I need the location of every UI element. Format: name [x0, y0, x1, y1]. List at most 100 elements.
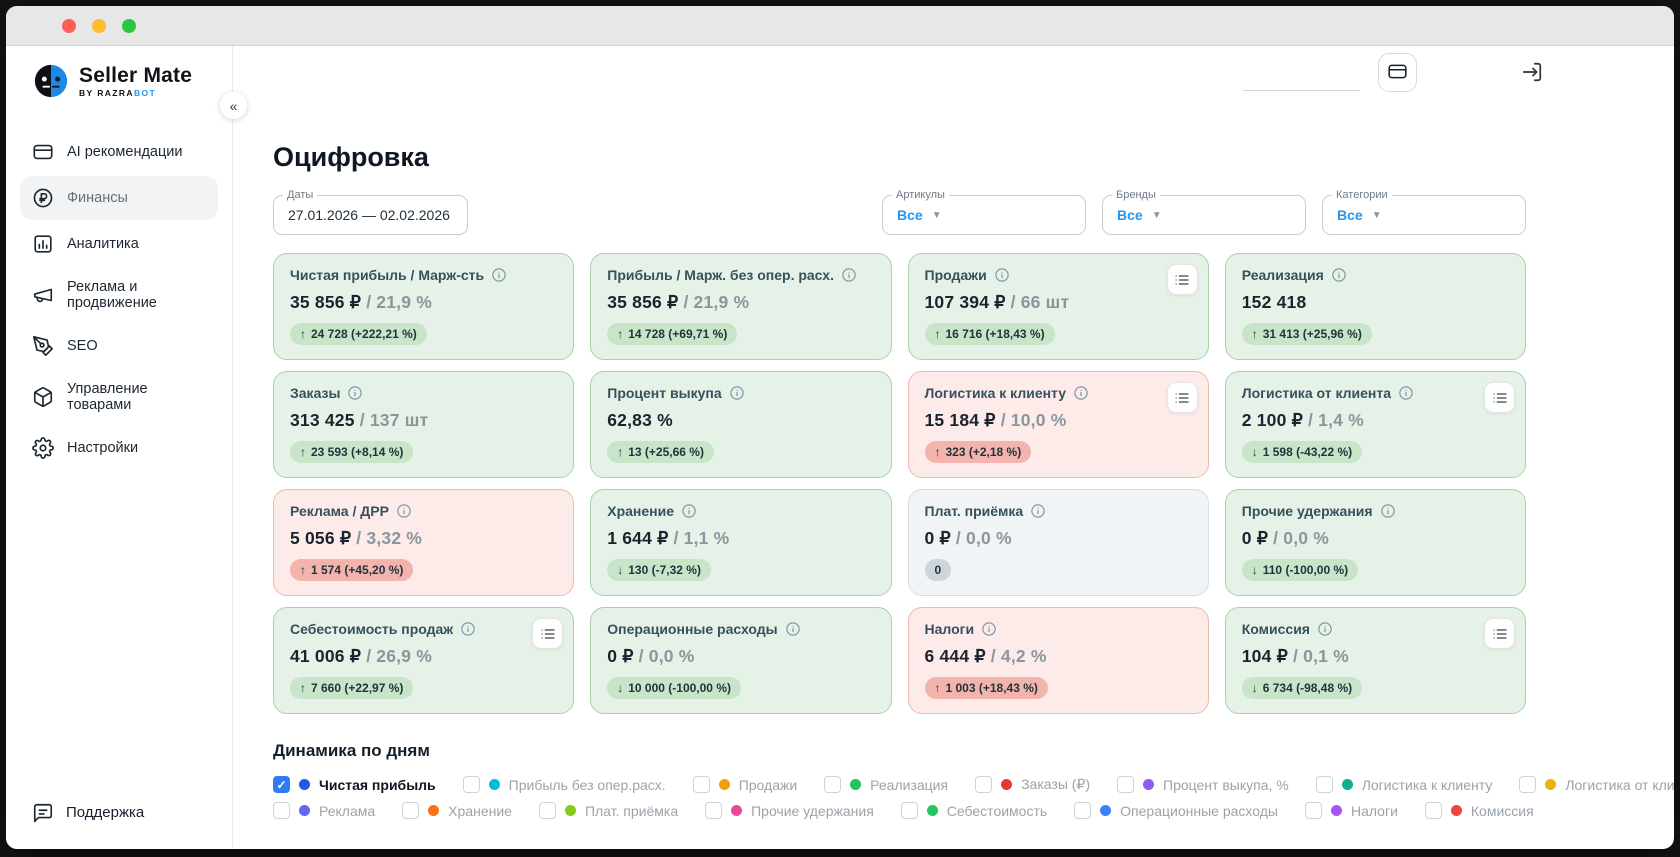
metric-change-badge: ↓ 10 000 (-100,00 %)	[607, 677, 741, 699]
legend-label: Реализация	[870, 776, 949, 793]
legend-checkbox[interactable]	[900, 802, 918, 819]
metric-card: Комиссия 104 ₽ / 0,1 % ↓ 6 734 (-98,48 %…	[1224, 607, 1526, 714]
metric-change-text: 1 003 (+18,43 %)	[945, 681, 1038, 695]
sidebar-item[interactable]: SEO	[20, 324, 218, 368]
series-color-dot	[850, 779, 862, 790]
series-color-dot	[299, 779, 310, 790]
legend-checkbox[interactable]	[273, 776, 290, 793]
metric-value-secondary: / 21,9 %	[683, 292, 750, 312]
legend-checkbox[interactable]	[1304, 802, 1322, 819]
sidebar-item[interactable]: Настройки	[20, 426, 218, 470]
legend-label: Чистая прибыль	[319, 776, 436, 793]
legend-checkbox[interactable]	[975, 776, 993, 793]
metric-value-secondary: / 66 шт	[1010, 292, 1070, 312]
info-icon[interactable]	[491, 267, 507, 283]
legend-item[interactable]: Заказы (₽)	[975, 776, 1090, 793]
info-icon[interactable]	[785, 621, 801, 637]
legend-item[interactable]: Продажи	[692, 776, 797, 793]
legend-item[interactable]: Логистика к клиенту	[1315, 776, 1492, 793]
metric-value-secondary: / 4,2 %	[990, 646, 1047, 666]
ruble-icon	[32, 187, 54, 209]
legend-item[interactable]: Реализация	[824, 776, 948, 793]
legend-checkbox[interactable]	[1519, 776, 1537, 793]
legend-row-1: Чистая прибыль Прибыль без опер.расх. Пр…	[273, 776, 1674, 793]
filter[interactable]: Артикулы Все ▼	[882, 189, 1086, 235]
metric-change-text: 1 574 (+45,20 %)	[311, 563, 404, 577]
metric-card: Налоги 6 444 ₽ / 4,2 % ↑ 1 003 (+18,43 %…	[907, 607, 1209, 714]
sidebar-item-label: Реклама и продвижение	[67, 279, 157, 311]
info-icon[interactable]	[1331, 267, 1347, 283]
legend-row-2: Реклама Хранение Плат. приёмка Прочие уд…	[273, 802, 1534, 819]
legend-item[interactable]: Чистая прибыль	[273, 776, 436, 793]
info-icon[interactable]	[347, 385, 363, 401]
legend-checkbox[interactable]	[462, 776, 480, 793]
legend-checkbox[interactable]	[538, 802, 556, 819]
metric-change-badge: 0	[924, 559, 952, 581]
info-icon[interactable]	[981, 621, 997, 637]
metric-change-badge: ↑ 1 003 (+18,43 %)	[924, 677, 1048, 699]
sidebar-item[interactable]: Управление товарами	[20, 370, 218, 424]
filter[interactable]: Бренды Все ▼	[1102, 189, 1306, 235]
legend-item[interactable]: Хранение	[402, 802, 512, 819]
info-icon[interactable]	[1030, 503, 1046, 519]
info-icon[interactable]	[1317, 621, 1333, 637]
legend-item[interactable]: Процент выкупа, %	[1117, 776, 1289, 793]
info-icon[interactable]	[681, 503, 697, 519]
sidebar-item-label: Финансы	[67, 190, 128, 206]
legend-checkbox[interactable]	[1117, 776, 1134, 793]
info-icon[interactable]	[396, 503, 412, 519]
legend-checkbox[interactable]	[273, 802, 290, 819]
bank-card-button[interactable]	[1378, 53, 1417, 92]
metric-value-secondary: / 3,32 %	[356, 528, 423, 548]
sidebar-item[interactable]: Реклама и продвижение	[20, 268, 218, 322]
legend-label: Прочие удержания	[751, 802, 874, 819]
metric-value-main: 5 056 ₽	[290, 528, 352, 548]
legend-item[interactable]: Логистика от клиента	[1519, 776, 1674, 793]
minimize-window-button[interactable]	[92, 18, 106, 33]
legend-checkbox[interactable]	[824, 776, 842, 793]
legend-item[interactable]: Прочие удержания	[705, 802, 874, 819]
card-list-button[interactable]	[1166, 264, 1198, 295]
sidebar-item-label: AI рекомендации	[67, 144, 183, 160]
info-icon[interactable]	[994, 267, 1010, 283]
legend-item[interactable]: Реклама	[273, 802, 375, 819]
card-list-button[interactable]	[1166, 382, 1198, 413]
card-list-button[interactable]	[1484, 618, 1515, 649]
zoom-window-button[interactable]	[122, 18, 136, 33]
legend-checkbox[interactable]	[705, 802, 723, 819]
close-window-button[interactable]	[62, 18, 76, 33]
info-icon[interactable]	[729, 385, 745, 401]
metric-card-value: 104 ₽ / 0,1 %	[1242, 646, 1509, 667]
sidebar-item[interactable]: Финансы	[20, 176, 218, 220]
card-list-button[interactable]	[1484, 382, 1515, 413]
legend-checkbox[interactable]	[402, 802, 420, 819]
card-list-button[interactable]	[532, 618, 564, 649]
info-icon[interactable]	[841, 267, 857, 283]
info-icon[interactable]	[1398, 385, 1414, 401]
legend-item[interactable]: Себестоимость	[900, 802, 1047, 819]
legend-checkbox[interactable]	[692, 776, 710, 793]
legend-checkbox[interactable]	[1315, 776, 1333, 793]
sidebar-item[interactable]: Аналитика	[20, 222, 218, 266]
filter[interactable]: Категории Все ▼	[1322, 189, 1526, 235]
info-icon[interactable]	[460, 621, 476, 637]
metric-card: Прочие удержания 0 ₽ / 0,0 % ↓ 110 (-100…	[1224, 489, 1526, 596]
filter[interactable]: Даты 27.01.2026 — 02.02.2026	[273, 189, 468, 235]
legend-checkbox[interactable]	[1424, 802, 1442, 819]
legend-item[interactable]: Операционные расходы	[1074, 802, 1278, 819]
logout-button[interactable]	[1521, 61, 1543, 83]
legend-item[interactable]: Плат. приёмка	[538, 802, 678, 819]
legend-item[interactable]: Прибыль без опер.расх.	[462, 776, 666, 793]
info-icon[interactable]	[1380, 503, 1396, 519]
sidebar-item[interactable]: AI рекомендации	[20, 130, 218, 174]
header-input-underline[interactable]	[1243, 90, 1360, 91]
sidebar-collapse-button[interactable]: «	[220, 92, 247, 119]
info-icon[interactable]	[1073, 385, 1089, 401]
metric-card: Логистика к клиенту 15 184 ₽ / 10,0 % ↑ …	[907, 371, 1209, 478]
support-button[interactable]: Поддержка	[20, 794, 218, 831]
legend-checkbox[interactable]	[1074, 802, 1092, 819]
series-color-dot	[564, 805, 576, 816]
legend-label: Операционные расходы	[1120, 802, 1278, 819]
legend-item[interactable]: Комиссия	[1424, 802, 1534, 819]
legend-item[interactable]: Налоги	[1304, 802, 1398, 819]
